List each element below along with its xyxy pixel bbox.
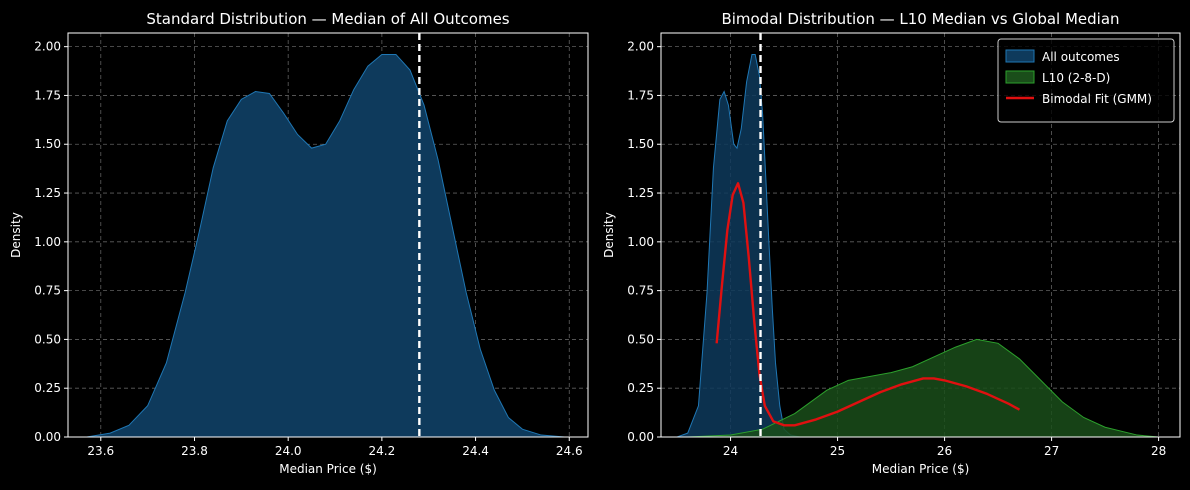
- y-tick-label: 0.25: [627, 381, 654, 395]
- y-tick-label: 0.50: [627, 332, 654, 346]
- x-tick-label: 24.0: [275, 444, 302, 458]
- y-tick-label: 0.75: [34, 284, 61, 298]
- axes-frame: [67, 32, 589, 438]
- legend-box: [997, 38, 1175, 123]
- x-tick-label: 28: [1151, 444, 1166, 458]
- y-axis-label: Density: [9, 212, 23, 258]
- series-area-0: [86, 54, 565, 437]
- x-tick-label: 27: [1044, 444, 1059, 458]
- y-tick-label: 0.50: [34, 332, 61, 346]
- left-chart: 23.6 23.8 24.0 24.2 24.4 24.6 0.00 0.25 0.50 0.75…: [9, 10, 589, 476]
- x-tick-label: 24: [723, 444, 738, 458]
- legend-label-2: Bimodal Fit (GMM): [1042, 92, 1152, 106]
- legend-swatch-1: [1005, 70, 1035, 84]
- y-tick-label: 0.25: [34, 381, 61, 395]
- x-tick-label: 26: [937, 444, 952, 458]
- right-chart: 24 25 26 27 28 0.00 0.25 0.50 0.75 1.00 1.25 1.50 1.…: [602, 10, 1181, 476]
- series-outline-1: [687, 338, 1159, 438]
- y-tick-label: 1.00: [34, 235, 61, 249]
- y-axis-label: Density: [602, 212, 616, 258]
- y-tick-label: 1.25: [627, 186, 654, 200]
- series-area-0: [677, 54, 801, 437]
- x-tick-label: 24.2: [369, 444, 396, 458]
- x-tick-label: 24.6: [556, 444, 583, 458]
- chart-title: Standard Distribution — Median of All Ou…: [146, 10, 509, 28]
- series-outline-0: [676, 53, 801, 438]
- y-tick-label: 1.25: [34, 186, 61, 200]
- y-tick-label: 1.00: [627, 235, 654, 249]
- y-tick-label: 2.00: [34, 40, 61, 54]
- x-tick-label: 24.4: [462, 444, 489, 458]
- x-tick-label: 25: [830, 444, 845, 458]
- y-tick-label: 1.50: [627, 137, 654, 151]
- x-tick-label: 23.6: [87, 444, 114, 458]
- chart-title: Bimodal Distribution — L10 Median vs Glo…: [721, 10, 1119, 28]
- y-tick-label: 0.00: [34, 430, 61, 444]
- y-tick-label: 1.75: [34, 88, 61, 102]
- legend-label-1: L10 (2-8-D): [1042, 71, 1110, 85]
- y-tick-label: 1.50: [34, 137, 61, 151]
- x-axis-label: Median Price ($): [279, 462, 377, 476]
- legend-label-0: All outcomes: [1042, 50, 1120, 64]
- x-axis-label: Median Price ($): [872, 462, 970, 476]
- series-line-2: [715, 182, 1021, 427]
- axes-frame: [660, 32, 1181, 438]
- legend-swatch-0: [1005, 49, 1035, 63]
- x-tick-label: 23.8: [181, 444, 208, 458]
- y-tick-label: 1.75: [627, 88, 654, 102]
- y-tick-label: 0.75: [627, 284, 654, 298]
- series-area-1: [687, 339, 1159, 437]
- y-tick-label: 2.00: [627, 40, 654, 54]
- series-outline-0: [86, 53, 565, 438]
- y-tick-label: 0.00: [627, 430, 654, 444]
